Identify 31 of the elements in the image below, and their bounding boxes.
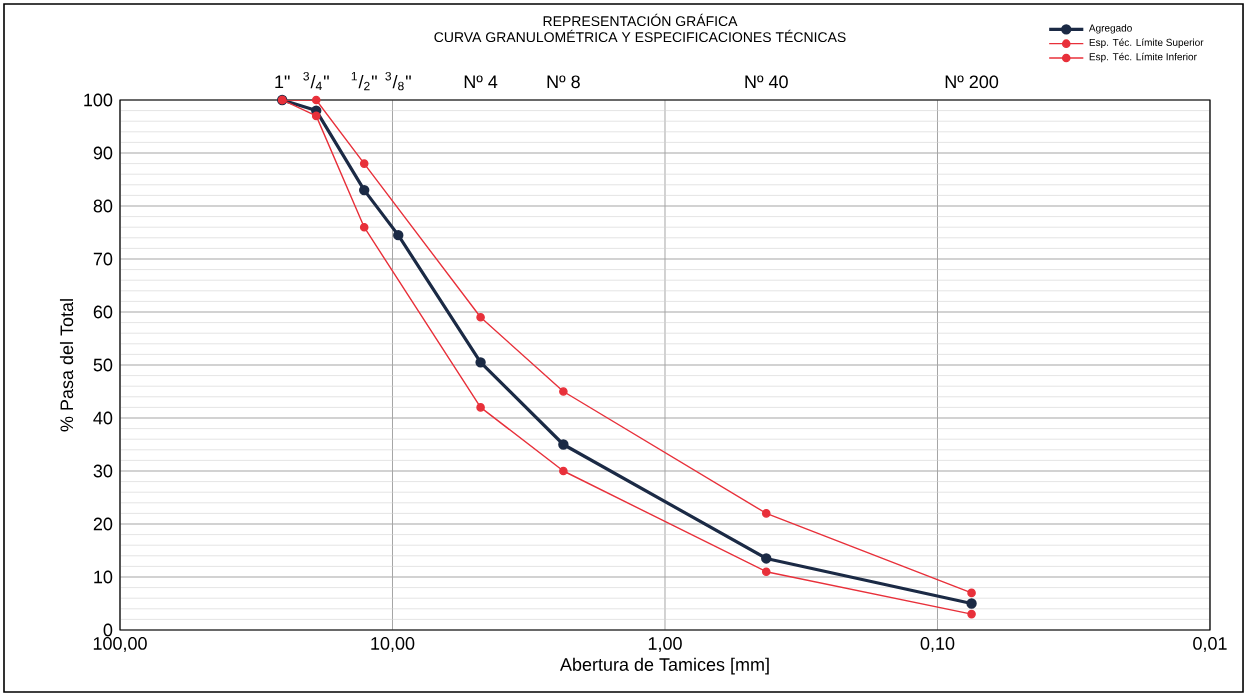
legend-label: Esp. Téc. Límite Inferior	[1089, 52, 1197, 63]
text: $^{1}$/$_{2}$"	[351, 72, 377, 91]
text: $^{3}$/$_{4}$"	[303, 71, 329, 91]
x-tick-label: 100,00	[93, 637, 147, 652]
chart-title: REPRESENTACIÓN GRÁFICA	[543, 13, 738, 27]
y-axis-title: % Pasa del Total	[59, 299, 74, 432]
y-tick-label: 100	[84, 93, 113, 107]
text: Nº 8	[547, 75, 580, 89]
y-tick-label: 40	[93, 411, 113, 425]
x-tick-label: 0,10	[920, 637, 955, 652]
y-tick-label: 20	[93, 517, 113, 531]
text: 1"	[275, 75, 290, 88]
y-tick-label: 90	[93, 146, 113, 160]
y-tick-label: 50	[93, 358, 113, 372]
y-tick-label: 10	[94, 570, 113, 584]
text: $^{3}$/$_{8}$"	[385, 71, 411, 91]
legend-label: Esp. Téc. Límite Superior	[1089, 38, 1204, 48]
x-tick-label: 0,01	[1193, 637, 1227, 652]
x-axis-title: Abertura de Tamices [mm]	[559, 657, 769, 675]
text: Nº 40	[745, 75, 788, 89]
x-tick-label: 10,00	[371, 637, 415, 652]
text: Nº 200	[945, 75, 999, 89]
y-tick-label: 70	[93, 252, 113, 266]
legend-label: Agregado	[1088, 24, 1132, 34]
y-tick-label: 60	[93, 305, 113, 319]
y-tick-label: 80	[93, 199, 113, 213]
text: Nº 4	[464, 75, 498, 88]
y-tick-label: 30	[93, 464, 113, 478]
x-tick-label: 1,00	[648, 637, 682, 652]
chart-subtitle: CURVA GRANULOMÉTRICA Y ESPECIFICACIONES TÉCNICAS	[434, 29, 846, 43]
y-tick-label: 0	[103, 623, 113, 637]
